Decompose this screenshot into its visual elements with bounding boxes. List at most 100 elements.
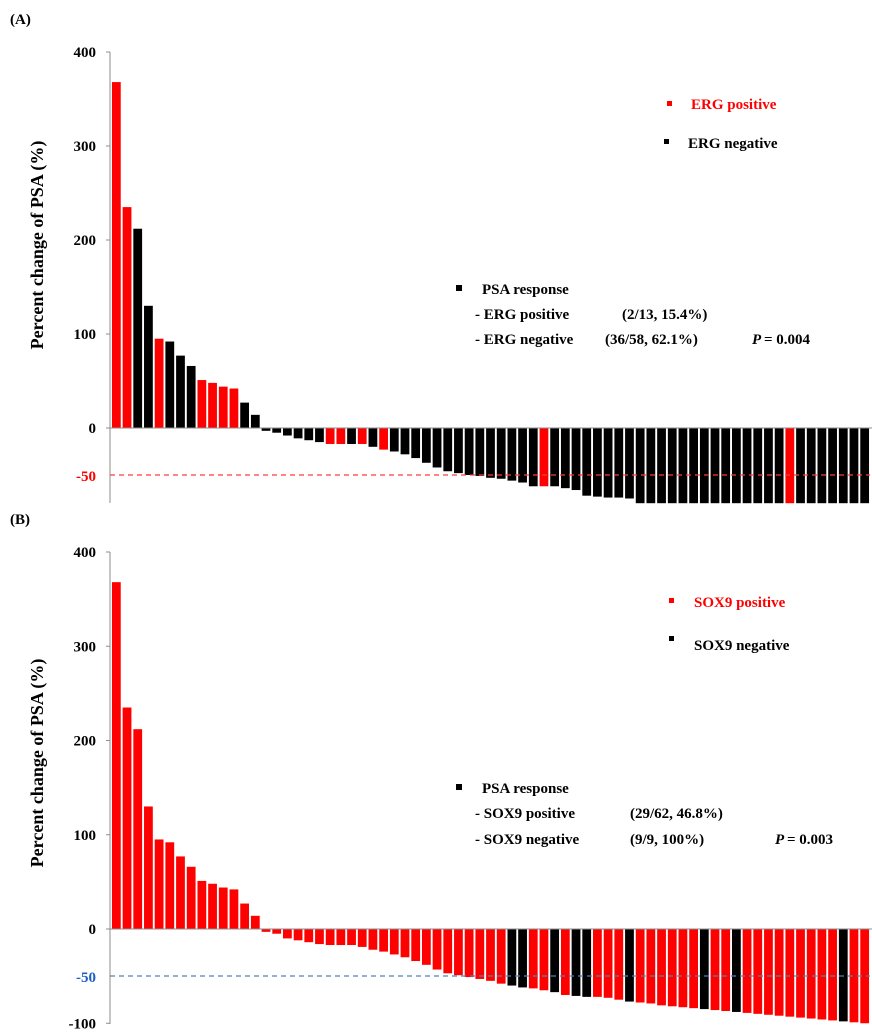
- bar-positive: [486, 929, 495, 981]
- bar-positive: [176, 856, 185, 929]
- annotation-row1-label: - ERG positive: [475, 307, 570, 323]
- bar-negative: [838, 929, 848, 1022]
- bar-positive: [678, 929, 688, 1008]
- panel-b-y-axis-label: Percent change of PSA (%): [27, 659, 48, 868]
- panel-b-psa-response-annotation: PSA response - SOX9 positive (29/62, 46.…: [456, 781, 833, 848]
- bar-negative: [475, 428, 485, 476]
- bar-negative: [368, 428, 378, 447]
- panel-b-sox9-waterfall: (B) Percent change of PSA (%) 400 300 200 1…: [10, 512, 872, 1032]
- bar-positive: [860, 929, 870, 1024]
- bar-positive: [122, 207, 132, 428]
- panel-a-cutoff-label: -50: [76, 469, 96, 485]
- bar-negative: [646, 428, 656, 504]
- bar-positive: [635, 929, 645, 1003]
- bar-positive: [849, 929, 859, 1023]
- bar-positive: [250, 915, 260, 929]
- bar-negative: [806, 428, 816, 504]
- annotation-bullet: [456, 285, 462, 291]
- bar-negative: [550, 929, 560, 993]
- annotation-row2-value: (9/9, 100%): [630, 832, 704, 848]
- bar-positive: [796, 929, 805, 1018]
- bar-negative: [261, 428, 271, 431]
- y-tick-label: 300: [74, 139, 97, 155]
- bar-positive: [454, 929, 463, 976]
- annotation-row2-label: - SOX9 negative: [475, 832, 580, 848]
- y-tick-label: 0: [89, 922, 97, 938]
- bar-negative: [507, 428, 517, 481]
- bar-positive: [475, 929, 485, 979]
- legend-label-sox9-negative: SOX9 negative: [694, 638, 790, 654]
- bar-positive: [443, 929, 453, 974]
- bar-positive: [496, 929, 506, 984]
- bar-negative: [432, 428, 442, 468]
- bar-positive: [165, 842, 175, 929]
- bar-positive: [379, 428, 388, 450]
- bar-negative: [582, 428, 592, 496]
- bar-negative: [518, 428, 527, 483]
- bar-negative: [689, 428, 698, 504]
- bar-negative: [293, 428, 303, 439]
- annotation-bullet: [456, 784, 462, 790]
- bar-positive: [603, 929, 613, 998]
- bar-positive: [208, 883, 217, 929]
- bar-positive: [357, 929, 367, 947]
- bar-positive: [122, 707, 132, 929]
- bar-negative: [144, 305, 153, 428]
- bar-negative: [518, 929, 527, 988]
- y-tick-label: 100: [74, 327, 97, 343]
- panel-b-y-ticks: 400 300 200 100 0 -100: [69, 545, 110, 1032]
- bar-negative: [571, 428, 581, 491]
- bar-negative: [796, 428, 805, 504]
- legend-swatch-erg-positive: [667, 101, 672, 106]
- bar-positive: [785, 428, 795, 504]
- bar-positive: [689, 929, 698, 1009]
- bar-positive: [154, 839, 164, 929]
- bar-negative: [710, 428, 720, 504]
- bar-positive: [336, 929, 346, 946]
- bar-positive: [432, 929, 442, 970]
- bar-negative: [678, 428, 688, 504]
- bar-positive: [774, 929, 784, 1016]
- bar-negative: [315, 428, 324, 443]
- bar-negative: [528, 428, 538, 487]
- bar-negative: [764, 428, 773, 504]
- panel-a-bars: [111, 82, 870, 504]
- bar-negative: [304, 428, 314, 441]
- panel-b-cutoff-label: -50: [76, 970, 96, 986]
- bar-negative: [593, 428, 602, 497]
- bar-positive: [325, 428, 335, 444]
- annotation-row1-label: - SOX9 positive: [475, 806, 575, 822]
- y-tick-label: 200: [74, 734, 97, 750]
- bar-negative: [411, 428, 421, 459]
- bar-positive: [614, 929, 624, 1000]
- bar-positive: [197, 880, 207, 929]
- panel-a-label: (A): [10, 12, 31, 28]
- bar-positive: [785, 929, 795, 1017]
- bar-positive: [197, 380, 207, 428]
- bar-negative: [186, 365, 196, 428]
- annotation-row1-value: (2/13, 15.4%): [622, 307, 707, 323]
- bar-positive: [144, 806, 153, 929]
- bar-negative: [699, 428, 709, 504]
- bar-negative: [347, 428, 356, 444]
- bar-positive: [208, 382, 217, 428]
- panel-a-erg-waterfall: (A) Percent change of PSA (%) 400 300 200 1…: [10, 12, 872, 504]
- legend-label-sox9-positive: SOX9 positive: [694, 595, 786, 611]
- bar-positive: [315, 929, 324, 945]
- bar-negative: [828, 428, 837, 504]
- bar-positive: [111, 82, 121, 428]
- bar-positive: [400, 929, 410, 958]
- panel-b-legend: SOX9 positive SOX9 negative: [669, 595, 790, 654]
- bar-positive: [721, 929, 731, 1011]
- bar-negative: [486, 428, 495, 478]
- bar-negative: [817, 428, 827, 504]
- bar-negative: [742, 428, 752, 504]
- bar-negative: [603, 428, 613, 498]
- bar-positive: [379, 929, 388, 952]
- bar-positive: [764, 929, 773, 1015]
- bar-positive: [368, 929, 378, 950]
- bar-positive: [411, 929, 421, 962]
- bar-negative: [283, 428, 292, 436]
- bar-positive: [261, 929, 271, 932]
